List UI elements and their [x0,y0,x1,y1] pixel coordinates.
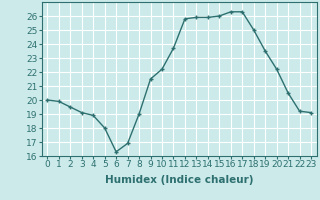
X-axis label: Humidex (Indice chaleur): Humidex (Indice chaleur) [105,175,253,185]
